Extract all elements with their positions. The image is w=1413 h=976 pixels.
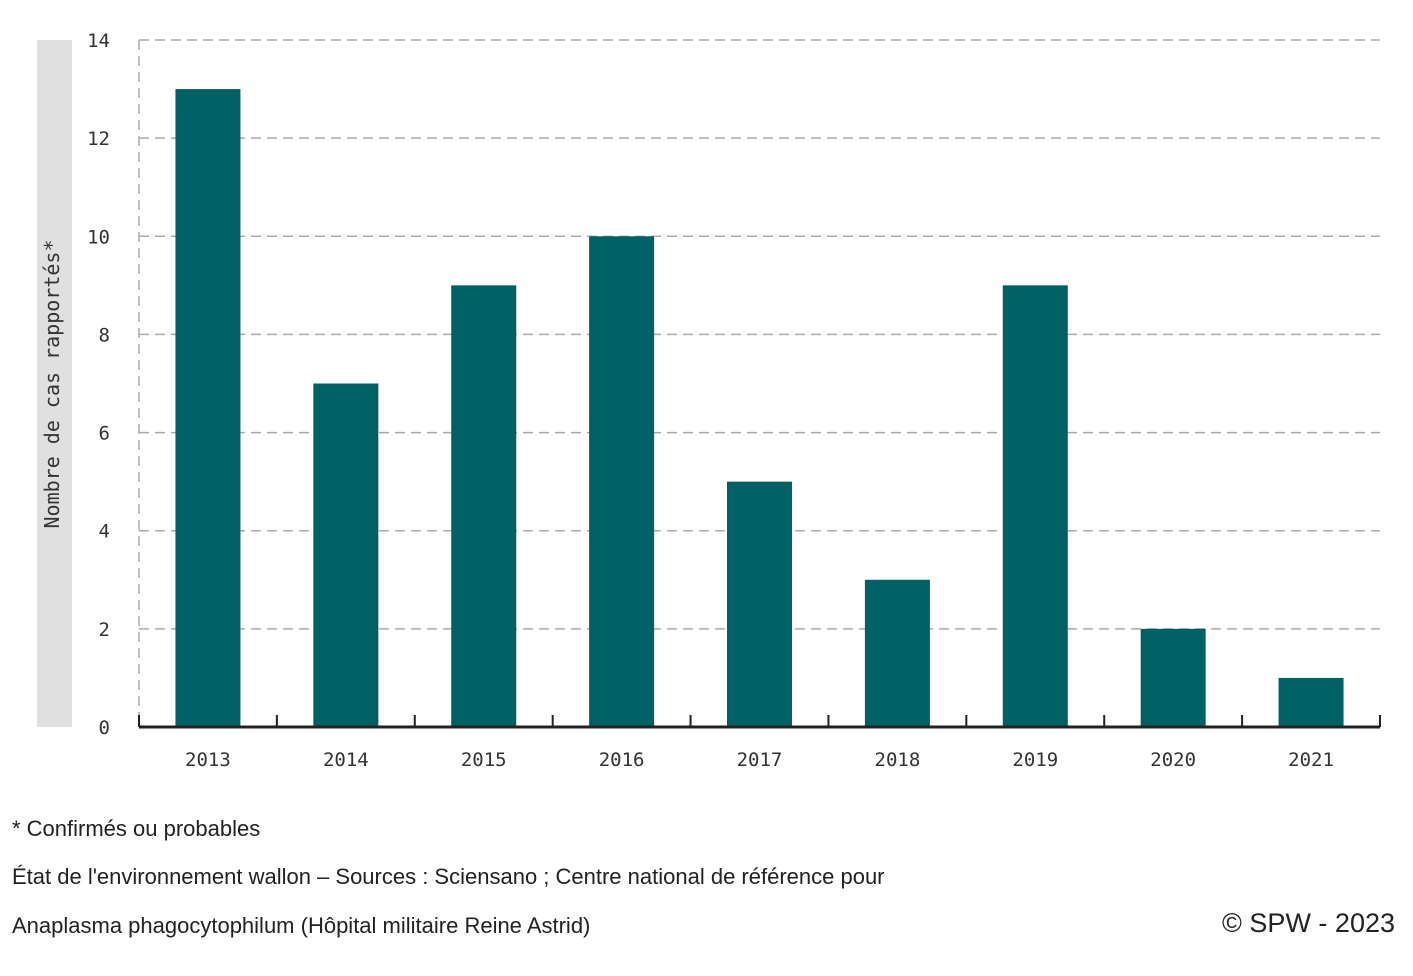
y-tick-label: 0 xyxy=(99,717,110,739)
bar-2013 xyxy=(175,89,241,728)
x-tick-label: 2021 xyxy=(1288,749,1334,771)
x-tick-label: 2020 xyxy=(1150,749,1196,771)
x-tick-label: 2014 xyxy=(323,749,369,771)
bar-2021 xyxy=(1278,677,1344,727)
bar-2019 xyxy=(1002,285,1068,727)
bar-2018 xyxy=(864,579,930,727)
y-tick-label: 12 xyxy=(87,128,110,150)
asterisk-note: * Confirmés ou probables xyxy=(12,816,261,841)
x-tick-label: 2016 xyxy=(599,749,645,771)
y-axis-label: Nombre de cas rapportés* xyxy=(40,240,64,529)
source-line-1: État de l'environnement wallon – Sources… xyxy=(12,864,885,889)
y-tick-label: 14 xyxy=(87,30,110,52)
y-axis-ticks: 0 2 4 6 8 10 12 14 xyxy=(87,30,110,739)
bar-2016 xyxy=(589,236,655,728)
y-axis-label-background xyxy=(37,40,72,727)
y-tick-label: 6 xyxy=(99,423,110,445)
gridlines xyxy=(138,39,1380,727)
y-tick-label: 2 xyxy=(99,619,110,641)
x-tick-label: 2018 xyxy=(875,749,921,771)
bar-2017 xyxy=(727,481,792,727)
x-tick-label: 2019 xyxy=(1012,749,1058,771)
copyright: © SPW - 2023 xyxy=(1222,908,1395,938)
bar-2014 xyxy=(313,383,379,727)
x-tick-label: 2015 xyxy=(461,749,507,771)
x-axis xyxy=(138,715,1381,729)
bar-2020 xyxy=(1140,628,1206,727)
x-tick-label: 2017 xyxy=(737,749,783,771)
x-tick-label: 2013 xyxy=(185,749,231,771)
bars xyxy=(175,89,1344,728)
x-axis-ticks: 2013 2014 2015 2016 2017 2018 2019 2020 2021 xyxy=(185,749,1334,771)
y-tick-label: 10 xyxy=(87,226,110,248)
bar-chart: Nombre de cas rapportés* 0 2 4 6 8 10 12 14 201… xyxy=(37,30,1381,771)
y-tick-label: 8 xyxy=(99,324,110,346)
bar-2015 xyxy=(451,285,517,727)
y-tick-label: 4 xyxy=(99,521,110,543)
source-line-2: Anaplasma phagocytophilum (Hôpital milit… xyxy=(12,913,591,938)
